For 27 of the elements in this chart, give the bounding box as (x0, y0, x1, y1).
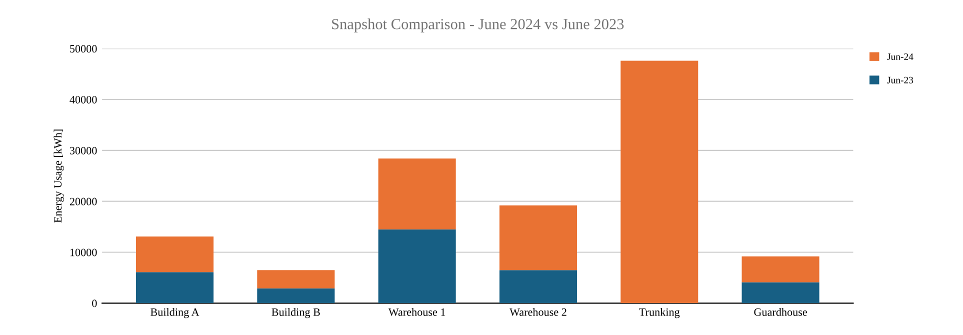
bar (620, 60, 698, 304)
x-tick-label: Building B (272, 308, 320, 318)
bar (499, 205, 577, 270)
y-axis-title: Energy Usage [kWh] (54, 130, 64, 223)
y-tick-label: 40000 (70, 96, 97, 104)
chart-title: Snapshot Comparison - June 2024 vs June 2023 (332, 18, 624, 32)
bar (742, 256, 820, 282)
bar (742, 282, 820, 304)
y-tick-label: 50000 (70, 45, 97, 53)
bar (257, 288, 335, 304)
bar (378, 229, 456, 304)
legend-label: Jun-23 (887, 76, 914, 84)
bar (499, 270, 577, 304)
bar (136, 272, 214, 304)
y-tick-label: 10000 (70, 248, 97, 256)
x-tick-label: Warehouse 1 (388, 308, 446, 316)
x-tick-label: Trunking (639, 308, 680, 318)
x-tick-label: Guardhouse (754, 308, 807, 316)
y-tick-label: 0 (92, 300, 97, 308)
bar (136, 236, 214, 272)
bar (257, 270, 335, 288)
x-tick-label: Building A (150, 308, 200, 318)
bar (378, 158, 456, 230)
y-tick-label: 30000 (70, 146, 97, 154)
legend-label: Jun-24 (887, 53, 914, 60)
x-tick-label: Warehouse 2 (510, 308, 566, 316)
y-tick-label: 20000 (70, 198, 97, 206)
